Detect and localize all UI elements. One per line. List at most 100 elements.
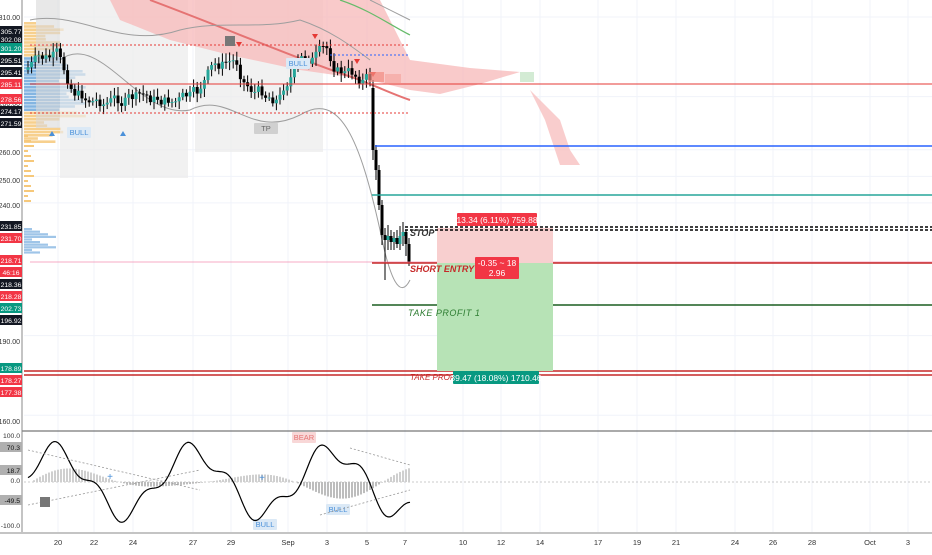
osc-hist (222, 479, 224, 482)
osc-hist (51, 471, 53, 482)
profile-bar (24, 175, 34, 177)
osc-hist (348, 482, 350, 498)
candle (325, 46, 328, 48)
candle (99, 100, 102, 106)
candle (145, 94, 148, 95)
osc-hist (33, 480, 35, 482)
price-label: 218.71 (1, 258, 22, 265)
price-label: 274.17 (1, 109, 22, 116)
osc-hist (225, 479, 227, 482)
candle (365, 74, 368, 80)
candle (214, 63, 217, 65)
candle (375, 150, 378, 170)
osc-hist (309, 482, 311, 489)
annotation-tp: TP (261, 124, 271, 133)
candle (228, 61, 231, 62)
pink-marker (368, 72, 384, 82)
osc-hist (291, 481, 293, 482)
candle (347, 68, 350, 71)
time-tick: 28 (808, 538, 816, 547)
green-marker (520, 72, 534, 82)
candle (402, 232, 405, 236)
osc-hist (282, 478, 284, 482)
risk-text: 13.34 (6.11%) 759.88 (456, 215, 537, 225)
osc-hist (123, 482, 125, 483)
candle (378, 170, 381, 205)
time-tick: 26 (769, 538, 777, 547)
price-label: 178.27 (1, 378, 22, 385)
osc-hist (360, 482, 362, 494)
candle (408, 244, 411, 262)
time-tick: 24 (129, 538, 137, 547)
osc-hist (96, 475, 98, 482)
osc-hist (201, 482, 203, 483)
candle (124, 98, 127, 106)
price-label: 278.56 (1, 97, 22, 104)
candle (153, 97, 156, 102)
candle (405, 232, 408, 244)
price-tick: 260.00 (0, 150, 20, 157)
candle (171, 102, 174, 103)
candle (340, 67, 343, 73)
candle (351, 68, 354, 75)
profile-bar (24, 145, 34, 147)
candle (192, 87, 195, 92)
price-label: 46:16 (2, 270, 19, 277)
osc-hist (75, 469, 77, 482)
osc-hist (252, 475, 254, 482)
candle (257, 86, 260, 92)
candle (55, 48, 58, 51)
candle (45, 55, 48, 58)
osc-hist (189, 482, 191, 484)
candle (48, 55, 51, 57)
osc-hist (60, 469, 62, 482)
osc-hist (81, 470, 83, 482)
time-tick: 17 (594, 538, 602, 547)
candle (63, 57, 66, 70)
annotation-bull: BULL (70, 128, 89, 137)
osc-tick: 0.0 (11, 478, 21, 485)
osc-cross: + (259, 473, 265, 484)
osc-hist (57, 470, 59, 482)
profile-bar (24, 241, 40, 243)
osc-hist (144, 482, 146, 486)
price-tick: 160.00 (0, 419, 20, 426)
osc-hist (330, 482, 332, 497)
pink-marker (385, 74, 401, 84)
candle (113, 96, 116, 99)
time-tick: 24 (731, 538, 739, 547)
osc-hist (198, 482, 200, 483)
osc-hist (357, 482, 359, 496)
candle (210, 65, 213, 70)
osc-hist (318, 482, 320, 493)
osc-hist (273, 475, 275, 482)
time-tick: 29 (227, 538, 235, 547)
osc-hist (141, 482, 143, 486)
profile-bar (24, 251, 40, 253)
osc-hist (399, 472, 401, 482)
osc-hist (45, 474, 47, 482)
osc-hist (285, 479, 287, 482)
take-profit-1-label: TAKE PROFIT 1 (408, 308, 480, 318)
osc-hist (408, 468, 410, 482)
price-tick: 250.00 (0, 178, 20, 185)
candle (138, 92, 141, 93)
candle (109, 98, 112, 102)
candle (286, 86, 289, 90)
osc-hist (249, 475, 251, 482)
osc-hist (393, 475, 395, 482)
candle (361, 80, 364, 84)
price-tick: 310.00 (0, 15, 20, 22)
candle (217, 63, 220, 68)
time-tick: 7 (403, 538, 407, 547)
osc-hist (36, 478, 38, 482)
candle (279, 95, 282, 100)
osc-hist (237, 477, 239, 482)
candle (88, 100, 91, 102)
osc-hist (381, 482, 383, 483)
osc-hist (270, 475, 272, 482)
time-tick: 14 (536, 538, 544, 547)
candle (185, 93, 188, 97)
osc-hist (102, 477, 104, 482)
